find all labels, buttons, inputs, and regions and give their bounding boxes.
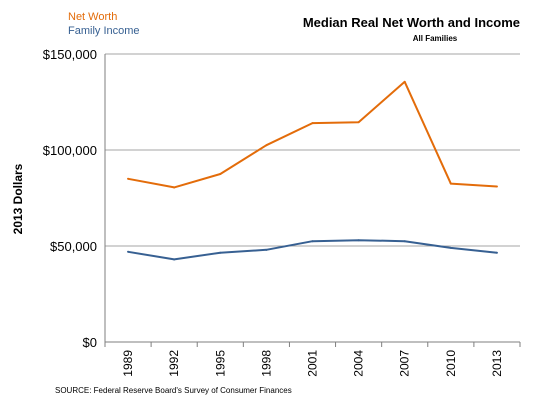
y-tick-label: $0	[83, 335, 97, 350]
data-point	[265, 249, 267, 251]
y-tick-label: $100,000	[43, 143, 97, 158]
x-tick-label: 2013	[490, 350, 504, 377]
x-tick-label: 2004	[352, 350, 366, 377]
data-point	[312, 122, 314, 124]
series	[127, 81, 498, 261]
data-point	[219, 252, 221, 254]
x-tick-label: 2001	[306, 350, 320, 377]
data-point	[173, 258, 175, 260]
data-point	[265, 144, 267, 146]
legend-entry-net-worth: Net Worth	[68, 11, 117, 23]
data-point	[450, 247, 452, 249]
data-point	[404, 240, 406, 242]
y-tick-label: $150,000	[43, 47, 97, 62]
x-tick-label: 1989	[121, 350, 135, 377]
data-point	[450, 183, 452, 185]
y-tick-label: $50,000	[50, 239, 97, 254]
data-point	[358, 121, 360, 123]
x-tick-label: 1992	[167, 350, 181, 377]
chart-subtitle: All Families	[413, 34, 458, 43]
data-point	[496, 252, 498, 254]
data-point	[219, 173, 221, 175]
data-point	[358, 239, 360, 241]
x-tick-label: 2007	[398, 350, 412, 377]
data-point	[312, 240, 314, 242]
series-line-net-worth	[128, 82, 497, 188]
gridlines	[105, 54, 520, 246]
series-line-family-income	[128, 240, 497, 259]
legend-entry-family-income: Family Income	[68, 25, 140, 37]
x-tick-label: 1998	[259, 350, 273, 377]
chart-title: Median Real Net Worth and Income	[303, 15, 520, 30]
data-point	[127, 251, 129, 253]
axes: $0 $50,000 $100,000 $150,000 1989 1992 1995 199…	[43, 47, 520, 377]
y-axis-label: 2013 Dollars	[11, 163, 25, 234]
source-note: SOURCE: Federal Reserve Board's Survey o…	[55, 386, 292, 395]
data-point	[173, 186, 175, 188]
data-point	[496, 185, 498, 187]
data-point	[127, 178, 129, 180]
data-point	[404, 81, 406, 83]
x-tick-label: 1995	[213, 350, 227, 377]
x-tick-label: 2010	[444, 350, 458, 377]
